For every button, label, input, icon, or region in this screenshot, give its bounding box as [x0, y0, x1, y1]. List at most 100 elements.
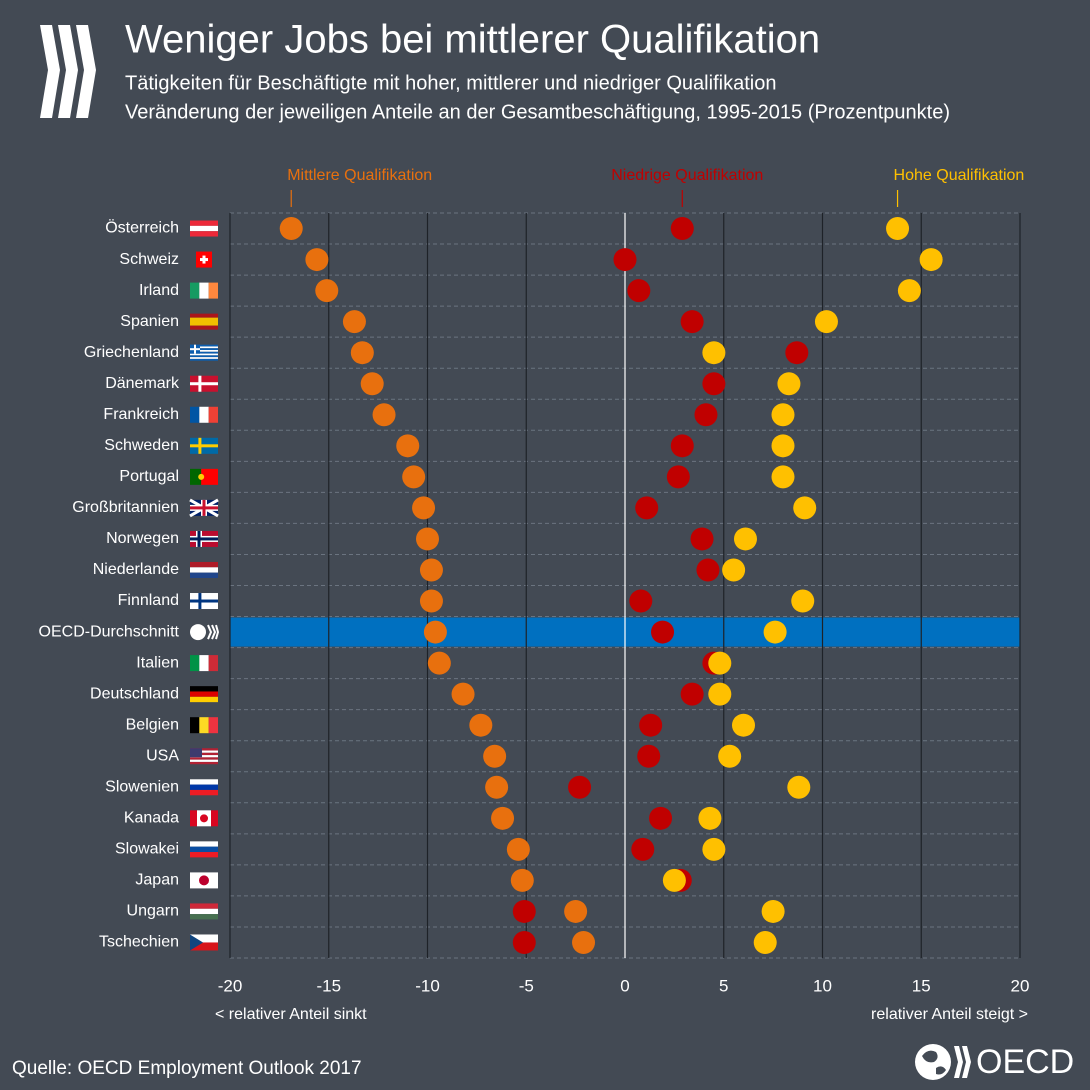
- flag-part: [190, 942, 218, 951]
- dot: [639, 713, 663, 737]
- dot: [919, 248, 943, 272]
- flag-part: [190, 755, 218, 758]
- dot: [897, 279, 921, 303]
- flag-part: [190, 696, 218, 703]
- dot: [814, 310, 838, 334]
- flag: [190, 686, 218, 703]
- dot: [613, 248, 637, 272]
- flag-part: [190, 561, 218, 568]
- x-tick-label: 5: [719, 976, 728, 995]
- y-tick-label: USA: [146, 747, 179, 764]
- dot: [637, 744, 661, 768]
- flag-part: [199, 875, 209, 886]
- flag-part: [190, 325, 218, 330]
- dot: [680, 310, 704, 334]
- flag: [190, 903, 218, 920]
- flag-part: [190, 468, 202, 485]
- oecd-logo: OECD: [915, 1043, 1074, 1081]
- dot: [761, 899, 785, 923]
- dot: [694, 403, 718, 427]
- dot: [753, 930, 777, 954]
- dot: [360, 372, 384, 396]
- dot: [733, 527, 757, 551]
- dot: [702, 372, 726, 396]
- flag: [190, 779, 218, 796]
- legend-label: Hohe Qualifikation: [894, 167, 1025, 184]
- dot: [402, 465, 426, 489]
- dot: [787, 775, 811, 799]
- dot: [315, 279, 339, 303]
- dot: [512, 899, 536, 923]
- y-tick-label: Portugal: [119, 468, 179, 485]
- dot: [412, 496, 436, 520]
- flag-part: [200, 814, 208, 823]
- dot: [372, 403, 396, 427]
- dot: [680, 682, 704, 706]
- dot: [771, 434, 795, 458]
- dot: [396, 434, 420, 458]
- flag-part: [208, 406, 218, 423]
- flag: [190, 344, 218, 361]
- dot: [651, 620, 675, 644]
- flag-part: [190, 914, 218, 920]
- flag-part: [190, 348, 200, 351]
- logo-chevrons: [40, 25, 96, 118]
- dot: [763, 620, 787, 644]
- flag-part: [190, 691, 218, 697]
- flag-part: [190, 282, 200, 299]
- y-tick-label: Schweiz: [119, 251, 179, 268]
- subtitle: Veränderung der jeweiligen Anteile an de…: [125, 101, 950, 123]
- x-tick-label: 20: [1011, 976, 1030, 995]
- flag-part: [190, 686, 218, 692]
- legend-label: Mittlere Qualifikation: [287, 167, 432, 184]
- dot: [696, 558, 720, 582]
- y-tick-label: Schweden: [104, 437, 179, 454]
- flag-part: [190, 779, 218, 785]
- flag-part: [208, 282, 218, 299]
- dot: [702, 341, 726, 365]
- dot: [629, 589, 653, 613]
- flag-part: [190, 353, 218, 356]
- flag-part: [200, 258, 208, 262]
- dot: [279, 217, 303, 241]
- source: Quelle: OECD Employment Outlook 2017: [12, 1058, 362, 1079]
- x-tick-label: -20: [218, 976, 243, 995]
- dot: [469, 713, 493, 737]
- y-tick-label: Norwegen: [106, 530, 179, 547]
- dot: [722, 558, 746, 582]
- chart-title: Weniger Jobs bei mittlerer Qualifikation: [125, 18, 820, 62]
- y-tick-label: Tschechien: [99, 934, 179, 951]
- y-tick-label: Slowenien: [105, 778, 179, 795]
- flag-part: [201, 468, 218, 485]
- dot: [718, 744, 742, 768]
- flag-part: [190, 934, 203, 951]
- flag: [190, 934, 218, 951]
- dot: [427, 651, 451, 675]
- flag-part: [190, 759, 218, 762]
- y-tick-label: Großbritannien: [72, 499, 179, 516]
- dot: [698, 806, 722, 830]
- dot: [793, 496, 817, 520]
- legend-label: Niedrige Qualifikation: [611, 167, 763, 184]
- x-tick-label: 0: [620, 976, 629, 995]
- flag-part: [190, 317, 218, 326]
- y-tick-label: Slowakei: [115, 841, 179, 858]
- subtitle: Tätigkeiten für Beschäftigte mit hoher, …: [125, 72, 776, 94]
- y-tick-label: Finnland: [118, 592, 179, 609]
- flag-part: [190, 784, 218, 790]
- logo-text: OECD: [976, 1043, 1074, 1081]
- y-tick-label: Belgien: [126, 716, 179, 733]
- flag-part: [211, 810, 218, 827]
- flag-part: [190, 761, 218, 765]
- dot: [666, 465, 690, 489]
- dot: [777, 372, 801, 396]
- flag: [190, 530, 218, 547]
- y-tick-label: Dänemark: [105, 375, 180, 392]
- x-tick-label: -10: [415, 976, 440, 995]
- flag: [190, 468, 218, 485]
- flag: [190, 655, 218, 672]
- y-tick-label: Kanada: [124, 810, 179, 827]
- dot: [485, 775, 509, 799]
- flag-part: [190, 506, 218, 510]
- flag: [190, 810, 218, 827]
